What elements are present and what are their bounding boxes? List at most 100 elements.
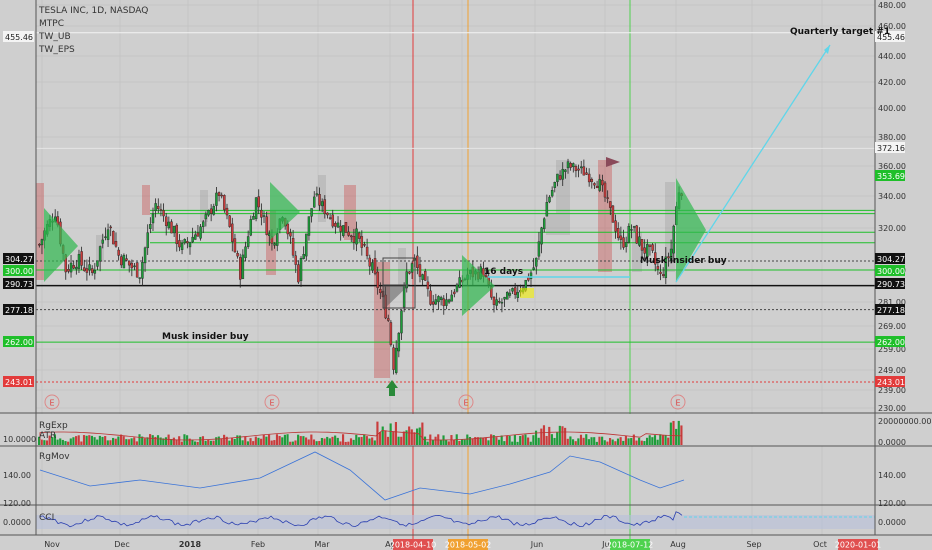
cci-left-0: 0.0000 [3,518,31,527]
candle-body [172,225,176,234]
date-flag-1: 2018-05-02 [445,541,492,550]
volume-bar [212,440,215,445]
volume-bar [339,441,342,445]
volume-bar [80,441,83,445]
annotation-1: Musk insider buy [162,332,249,342]
volume-bar [534,430,538,445]
volume-bar [645,437,649,445]
volume-bar [416,428,419,445]
left-price-label-bg-5 [3,336,34,347]
candle-body [112,231,115,245]
volume-bar [632,434,635,445]
volume-bar [318,441,321,445]
candle-body [363,244,366,246]
price-tick-5: 380.00 [878,133,906,142]
indicator-tw-eps[interactable]: TW_EPS [39,45,75,55]
volume-bar [289,441,292,445]
price-tick-15: 230.00 [878,404,906,413]
volume-bar [225,436,228,445]
volume-bar [545,435,548,445]
volume-bar [43,440,46,445]
volume-bar [590,437,593,445]
candle-body [228,215,231,227]
earnings-label-2: E [463,399,468,408]
volume-bar [524,434,527,445]
shade-box-9 [546,213,556,235]
volume-bar [56,439,59,445]
candle-body [106,229,110,240]
volume-bar [402,431,405,445]
volume-bar [463,439,466,445]
volume-bar [508,435,511,445]
candle-body [291,238,295,256]
volume-bar [77,435,80,445]
candle-body [135,262,139,278]
candle-body [294,255,297,265]
candle-body [180,243,184,250]
candle-body [186,241,189,244]
candle-body [83,267,86,271]
time-tick-7: Jun [530,540,544,549]
candle-body [574,166,578,172]
volume-bar [170,439,173,445]
candle-body [114,241,118,247]
volume-bar [334,435,337,445]
candle-body [188,242,192,248]
volume-bar [640,440,643,445]
price-label-8: 243.01 [877,378,905,387]
candle-body [334,223,337,227]
rgmov-left-140: 140.00 [3,471,31,480]
indicator-mtpc[interactable]: MTPC [39,19,64,29]
volume-bar [408,426,411,445]
candle-body [313,196,316,208]
volume-bar [257,437,260,445]
candle-body [622,237,625,248]
rgmov-pane [39,451,685,501]
candle-body [609,201,612,208]
volume-bar [608,438,612,445]
candle-body [260,209,263,218]
candle-body [566,161,570,169]
volume-bar [114,438,117,445]
candle-body [109,226,112,229]
volume-bar [410,429,413,445]
candle-body [194,234,197,240]
candle-body [500,301,504,304]
candle-body [231,223,234,242]
candle-body [508,292,512,296]
candle-body [505,292,509,300]
candle-body [347,231,350,236]
candle-body [355,228,358,245]
volume-bar [307,439,310,445]
date-flag-bg-0 [393,539,433,550]
candle-body [133,265,136,268]
indicator-tw-ub[interactable]: TW_UB [39,32,71,42]
left-price-label-bg-1 [3,253,34,264]
volume-bar [400,436,403,445]
volume-bar [579,434,583,445]
volume-bar [67,441,70,445]
volume-bar [556,432,559,445]
volume-bar [341,434,345,445]
date-flag-0: 2018-04-10 [390,541,437,550]
left-price-label-bg-4 [3,304,34,315]
candle-body [659,271,662,274]
candle-body [72,265,75,269]
candle-body [424,271,427,281]
candle-body [127,260,131,266]
price-label-3: 304.27 [877,255,905,264]
volume-bar [363,434,366,445]
candle-body [326,212,329,216]
volume-bar [635,440,638,445]
volume-bar [252,441,255,445]
candle-body [207,210,210,216]
volume-bar [582,437,585,445]
volume-bar [627,438,630,445]
price-label-2: 353.69 [877,172,905,181]
candle-body [442,298,445,306]
candle-body [318,194,321,206]
volume-bar [347,441,350,445]
volume-bar [659,434,662,445]
earnings-label-1: E [269,399,274,408]
